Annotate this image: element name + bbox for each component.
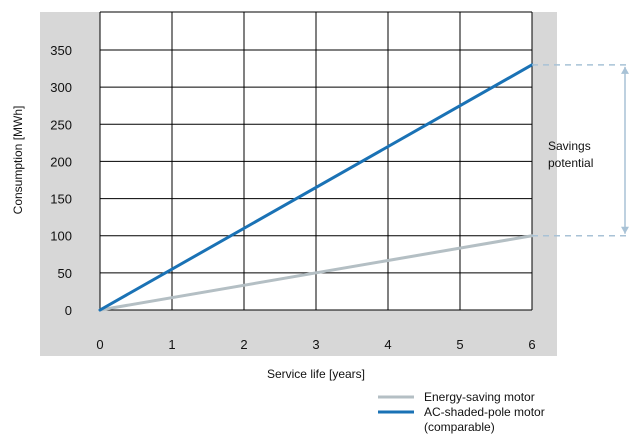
legend: Energy-saving motor AC-shaded-pole motor… — [378, 390, 545, 434]
y-tick-label: 350 — [50, 43, 72, 58]
savings-guides — [532, 64, 630, 237]
y-tick-label: 100 — [50, 229, 72, 244]
x-tick-label: 4 — [384, 337, 391, 352]
grid — [99, 11, 533, 311]
legend-label-energy-saving: Energy-saving motor — [424, 390, 535, 404]
x-tick-label: 0 — [96, 337, 103, 352]
y-tick-label: 150 — [50, 192, 72, 207]
x-tick-label: 2 — [240, 337, 247, 352]
annotation-savings-line2: potential — [548, 156, 593, 170]
x-tick-label: 3 — [312, 337, 319, 352]
x-axis-title: Service life [years] — [267, 367, 365, 381]
x-tick-label: 5 — [456, 337, 463, 352]
series — [98, 63, 534, 312]
series-line-ac-shaded-pole — [98, 63, 534, 312]
y-tick-label: 250 — [50, 117, 72, 132]
y-tick-label: 200 — [50, 154, 72, 169]
legend-label-ac-shaded-pole-line2: (comparable) — [424, 420, 495, 434]
annotation-savings-line1: Savings — [548, 139, 591, 153]
x-tick-label: 1 — [168, 337, 175, 352]
y-tick-label: 50 — [58, 266, 72, 281]
y-tick-label: 0 — [65, 303, 72, 318]
savings-arrow-head-up — [621, 66, 629, 74]
y-tick-label: 300 — [50, 80, 72, 95]
y-axis-title: Consumption [MWh] — [11, 106, 25, 215]
y-ticks: 0 50 100 150 200 250 300 350 — [50, 43, 72, 318]
legend-label-ac-shaded-pole: AC-shaded-pole motor — [424, 405, 545, 419]
savings-arrow-head-down — [621, 226, 629, 234]
x-ticks: 0 1 2 3 4 5 6 — [96, 337, 535, 352]
x-tick-label: 6 — [528, 337, 535, 352]
series-line-energy-saving — [98, 234, 534, 312]
